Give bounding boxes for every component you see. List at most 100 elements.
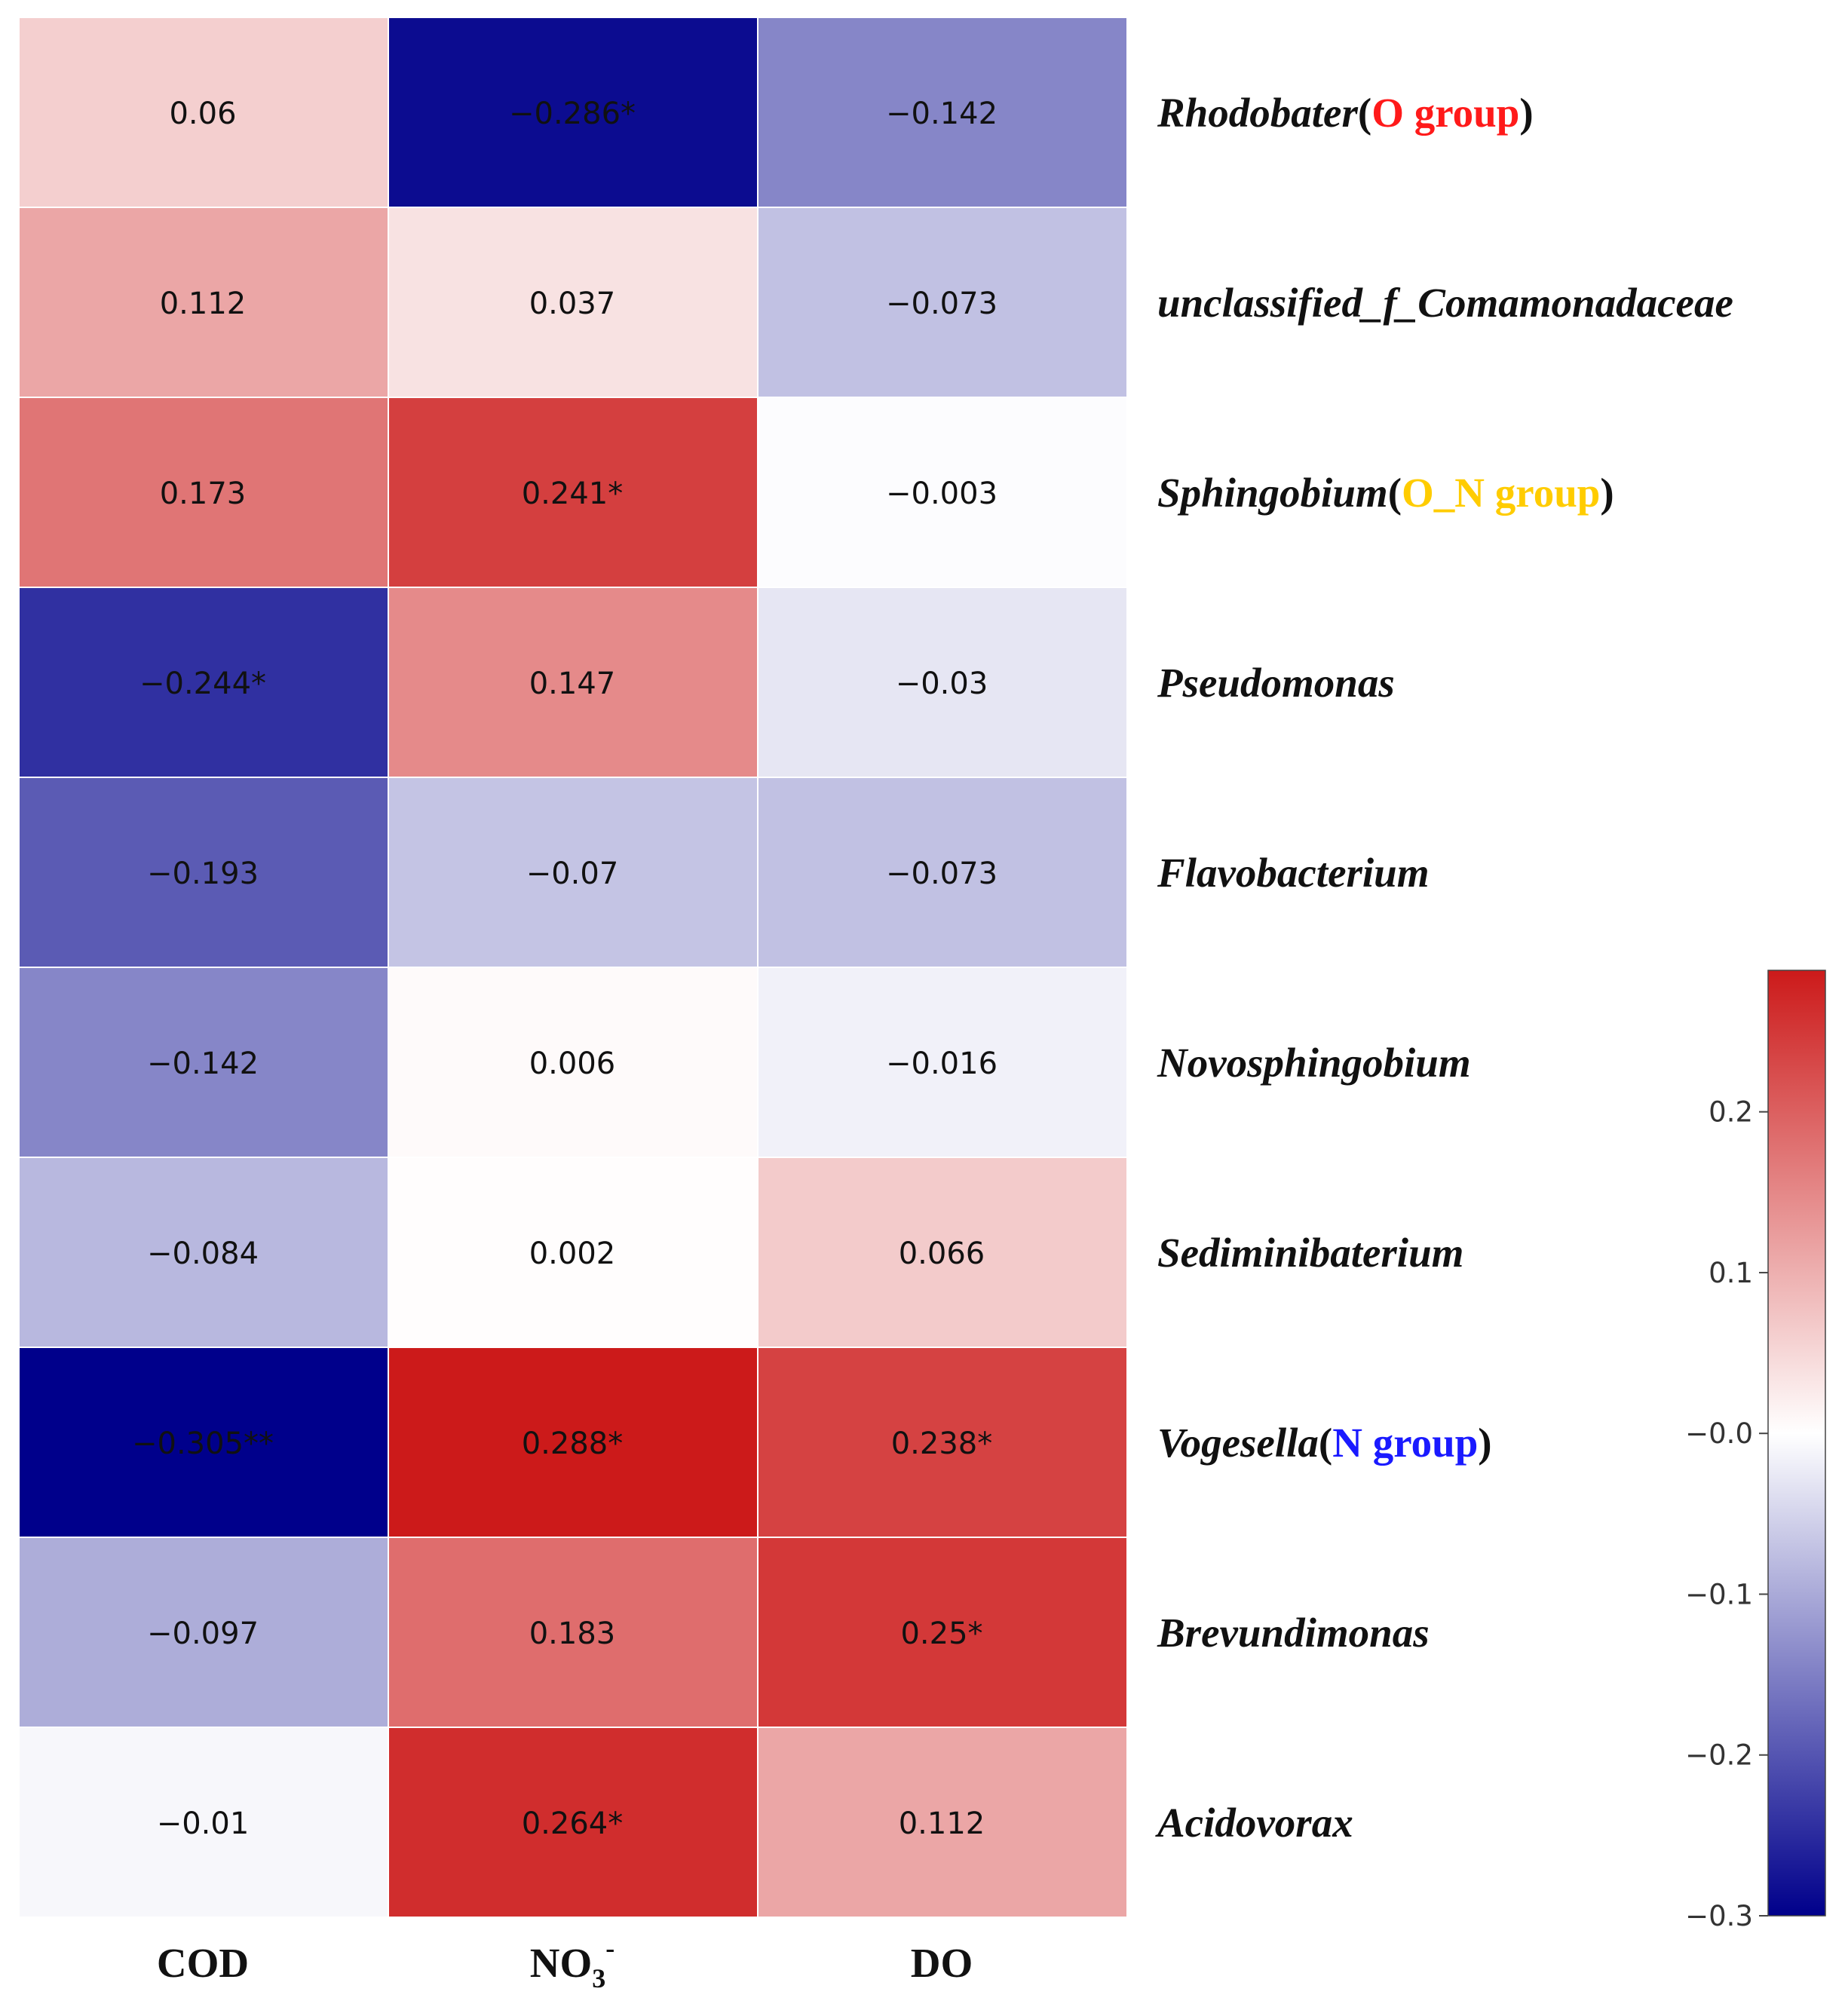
row-label-2: Sphingobium(O_N group) bbox=[1157, 470, 1614, 516]
cell-label-r2-c2: −0.003 bbox=[886, 476, 998, 511]
heatmap-cell-r1-c1 bbox=[389, 208, 757, 397]
row-paren-open: ( bbox=[1358, 90, 1371, 136]
row-paren-close: ) bbox=[1519, 90, 1533, 136]
column-name-2: DO bbox=[911, 1940, 973, 1986]
row-label-9: Acidovorax bbox=[1155, 1800, 1353, 1846]
colorbar-tick-label-2: −0.0 bbox=[1685, 1417, 1753, 1450]
column-label-0: COD bbox=[157, 1940, 249, 1986]
heatmap-cell-r2-c0 bbox=[20, 398, 388, 587]
cell-label-r3-c1: 0.147 bbox=[529, 666, 616, 701]
heatmap-cells bbox=[20, 18, 1126, 1917]
row-name-5: Novosphingobium bbox=[1157, 1040, 1471, 1086]
row-label-7: Vogesella(N group) bbox=[1157, 1420, 1492, 1466]
heatmap-cell-r4-c0 bbox=[20, 778, 388, 967]
column-labels: COD NO3- DO bbox=[157, 1933, 973, 1993]
row-label-4: Flavobacterium bbox=[1157, 850, 1430, 896]
row-name-6: Sediminibaterium bbox=[1157, 1230, 1463, 1276]
cell-label-r9-c1: 0.264* bbox=[522, 1806, 624, 1841]
colorbar-gradient bbox=[1767, 970, 1826, 1917]
cell-label-r2-c0: 0.173 bbox=[160, 476, 247, 511]
row-labels: Rhodobater(O group) unclassified_f_Comamo… bbox=[1155, 90, 1733, 1846]
row-group-0: O group bbox=[1371, 90, 1519, 136]
column-label-2: DO bbox=[911, 1940, 973, 1986]
cell-label-r3-c0: −0.244* bbox=[139, 666, 266, 701]
heatmap-cell-r6-c1 bbox=[389, 1158, 757, 1347]
heatmap-cell-r7-c0 bbox=[20, 1348, 388, 1537]
colorbar-tick-label-5: −0.3 bbox=[1685, 1900, 1753, 1932]
heatmap-cell-r1-c2 bbox=[759, 208, 1126, 397]
cell-label-r6-c0: −0.084 bbox=[147, 1236, 259, 1271]
cell-label-r7-c2: 0.238* bbox=[891, 1426, 993, 1461]
heatmap-cell-r5-c1 bbox=[389, 968, 757, 1157]
row-name-8: Brevundimonas bbox=[1157, 1610, 1430, 1656]
row-name-7: Vogesella bbox=[1157, 1420, 1319, 1466]
row-group-2: O_N group bbox=[1402, 470, 1600, 516]
cell-label-r3-c2: −0.03 bbox=[896, 666, 988, 701]
cell-label-r1-c1: 0.037 bbox=[529, 286, 616, 321]
heatmap-cell-r0-c1 bbox=[389, 18, 757, 207]
cell-label-r7-c1: 0.288* bbox=[522, 1426, 624, 1461]
column-label-1: NO3- bbox=[530, 1933, 615, 1993]
row-name-9: Acidovorax bbox=[1155, 1800, 1353, 1846]
colorbar: 0.2 0.1 −0.0 −0.1 −0.2 −0.3 bbox=[1685, 970, 1826, 1932]
row-label-8: Brevundimonas bbox=[1157, 1610, 1430, 1656]
colorbar-tick-label-4: −0.2 bbox=[1685, 1739, 1753, 1772]
row-paren-open: ( bbox=[1319, 1420, 1332, 1466]
heatmap-cell-r6-c0 bbox=[20, 1158, 388, 1347]
cell-label-r5-c2: −0.016 bbox=[886, 1046, 998, 1081]
heatmap-cell-r4-c2 bbox=[759, 778, 1126, 967]
heatmap-cell-r5-c2 bbox=[759, 968, 1126, 1157]
cell-label-r8-c1: 0.183 bbox=[529, 1616, 616, 1651]
cell-label-r6-c1: 0.002 bbox=[529, 1236, 616, 1271]
cell-label-r0-c2: −0.142 bbox=[886, 97, 998, 131]
heatmap-cell-r4-c1 bbox=[389, 778, 757, 967]
heatmap-cell-r0-c2 bbox=[759, 18, 1126, 207]
heatmap-cell-r8-c0 bbox=[20, 1538, 388, 1727]
colorbar-tick-label-1: 0.1 bbox=[1709, 1257, 1753, 1289]
cell-label-r9-c0: −0.01 bbox=[157, 1806, 250, 1841]
column-subscript-1: 3 bbox=[592, 1963, 605, 1993]
row-name-3: Pseudomonas bbox=[1157, 660, 1395, 706]
cell-label-r7-c0: −0.305** bbox=[132, 1426, 274, 1461]
heatmap-cell-r8-c2 bbox=[759, 1538, 1126, 1727]
cell-label-r0-c1: −0.286* bbox=[509, 97, 636, 131]
colorbar-tick-label-0: 0.2 bbox=[1709, 1096, 1753, 1129]
row-paren-close: ) bbox=[1600, 470, 1614, 516]
heatmap-cell-r3-c1 bbox=[389, 588, 757, 777]
row-paren-open: ( bbox=[1388, 470, 1402, 516]
column-superscript-1: - bbox=[605, 1933, 614, 1963]
row-label-6: Sediminibaterium bbox=[1157, 1230, 1463, 1276]
row-label-1: unclassified_f_Comamonadaceae bbox=[1157, 280, 1733, 326]
cell-label-r4-c1: −0.07 bbox=[526, 856, 619, 891]
heatmap-cell-r1-c0 bbox=[20, 208, 388, 397]
heatmap-cell-r7-c1 bbox=[389, 1348, 757, 1537]
row-label-3: Pseudomonas bbox=[1157, 660, 1395, 706]
heatmap-cell-labels: 0.06 −0.286* −0.142 0.112 0.037 −0.073 0.173 0.… bbox=[132, 97, 998, 1841]
cell-label-r8-c0: −0.097 bbox=[147, 1616, 259, 1651]
heatmap-cell-r3-c0 bbox=[20, 588, 388, 777]
cell-label-r5-c0: −0.142 bbox=[147, 1046, 259, 1081]
heatmap-cell-r3-c2 bbox=[759, 588, 1126, 777]
cell-label-r4-c0: −0.193 bbox=[147, 856, 259, 891]
row-paren-close: ) bbox=[1478, 1420, 1491, 1466]
heatmap-cell-r9-c0 bbox=[20, 1728, 388, 1917]
colorbar-tick-label-3: −0.1 bbox=[1685, 1578, 1753, 1610]
column-name-1: NO bbox=[530, 1940, 593, 1986]
heatmap-cell-r0-c0 bbox=[20, 18, 388, 207]
heatmap-cell-r9-c1 bbox=[389, 1728, 757, 1917]
heatmap-cell-r8-c1 bbox=[389, 1538, 757, 1727]
row-label-0: Rhodobater(O group) bbox=[1157, 90, 1534, 136]
colorbar-ticks: 0.2 0.1 −0.0 −0.1 −0.2 −0.3 bbox=[1685, 1096, 1768, 1932]
cell-label-r9-c2: 0.112 bbox=[899, 1806, 985, 1841]
heatmap-cell-r5-c0 bbox=[20, 968, 388, 1157]
heatmap-cell-r9-c2 bbox=[759, 1728, 1126, 1917]
row-name-2: Sphingobium bbox=[1157, 470, 1388, 516]
row-group-7: N group bbox=[1332, 1420, 1478, 1466]
cell-label-r1-c0: 0.112 bbox=[160, 286, 247, 321]
cell-label-r5-c1: 0.006 bbox=[529, 1046, 616, 1081]
cell-label-r8-c2: 0.25* bbox=[900, 1616, 982, 1651]
heatmap-cell-r7-c2 bbox=[759, 1348, 1126, 1537]
cell-label-r4-c2: −0.073 bbox=[886, 856, 998, 891]
heatmap-cell-r2-c1 bbox=[389, 398, 757, 587]
